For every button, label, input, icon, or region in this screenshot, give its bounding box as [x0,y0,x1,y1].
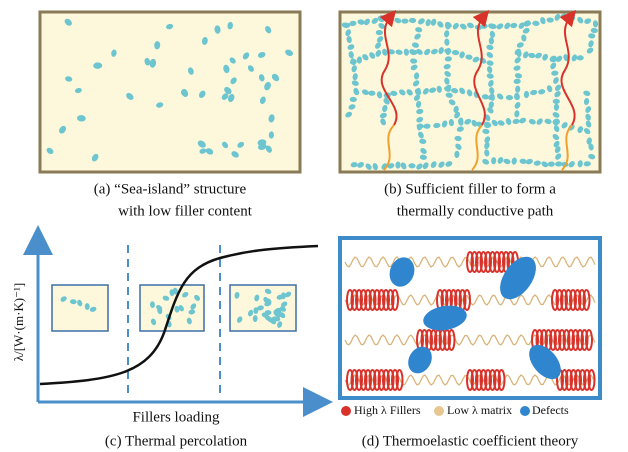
caption-b-line2: thermally conductive path [397,203,554,219]
caption-c: (c) Thermal percolation [105,433,248,449]
y-axis-label: λ/[W·(m·K)⁻¹] [11,283,26,361]
inset-box [52,285,108,331]
caption-a-line2: with low filler content [118,203,253,219]
panel-c-insets [52,285,296,331]
caption-d: (d) Thermoelastic coefficient theory [362,433,579,449]
page: (a) “Sea-island” structure with low fill… [0,0,628,452]
figure: (a) “Sea-island” structure with low fill… [0,0,628,452]
legend-swatch [434,406,444,416]
legend-label: Defects [532,403,569,417]
legend-swatch [341,406,351,416]
legend-swatch [520,406,530,416]
legend-label: Low λ matrix [447,403,512,417]
caption-a-line1: (a) “Sea-island” structure [94,181,247,197]
caption-b-line1: (b) Sufficient filler to form a [384,181,556,197]
x-axis-label: Fillers loading [132,409,220,425]
legend-label: High λ Fillers [354,403,421,417]
filler [401,18,408,23]
